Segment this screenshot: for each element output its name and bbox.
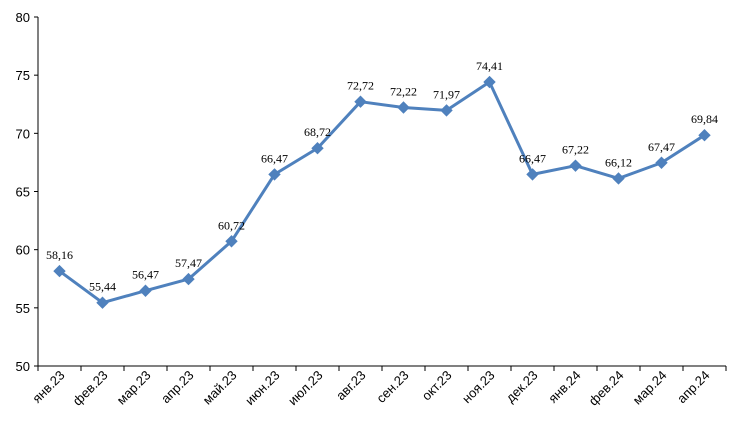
x-tick-label: ноя.23 (459, 368, 498, 407)
y-tick-label: 65 (16, 185, 30, 200)
data-label: 58,16 (46, 248, 73, 262)
data-label: 72,22 (390, 85, 417, 99)
series-group (53, 75, 711, 309)
series-line (58, 80, 706, 305)
data-point-marker (182, 272, 195, 286)
data-point-marker (655, 156, 668, 169)
data-point-marker (526, 168, 539, 181)
data-label: 67,22 (562, 143, 589, 157)
y-tick-label: 75 (16, 68, 30, 83)
x-tick-label: сен.23 (373, 368, 411, 406)
data-point-marker (354, 95, 367, 108)
x-tick-label: янв.24 (545, 368, 583, 406)
data-point-marker (225, 235, 238, 248)
data-point-marker (612, 172, 625, 185)
data-label: 57,47 (175, 256, 202, 270)
y-axis-ticks: 50 55 60 65 70 75 80 (16, 10, 38, 374)
x-tick-label: авг.23 (333, 368, 369, 404)
data-point-marker (268, 168, 281, 181)
data-point-marker (698, 128, 711, 142)
x-tick-label: апр.23 (158, 368, 197, 407)
data-point-marker (483, 75, 496, 89)
data-point-marker (440, 104, 453, 117)
y-tick-label: 80 (16, 10, 30, 25)
data-point-marker (569, 159, 582, 172)
y-tick-label: 70 (16, 126, 30, 141)
x-tick-label: окт.23 (419, 368, 455, 404)
data-label: 66,47 (261, 151, 288, 165)
data-label: 66,12 (605, 155, 632, 169)
y-tick-label: 50 (16, 359, 30, 374)
x-tick-label: фев.24 (586, 368, 627, 409)
data-point-marker (139, 284, 152, 297)
x-tick-label: дек.23 (503, 368, 541, 406)
data-label: 69,84 (691, 112, 718, 126)
data-point-marker (53, 264, 66, 278)
x-tick-label: янв.23 (29, 368, 67, 406)
data-label: 74,41 (476, 59, 503, 73)
data-label: 55,44 (89, 280, 116, 294)
y-tick-label: 60 (16, 243, 30, 258)
data-label: 67,47 (648, 140, 675, 154)
data-point-marker (311, 142, 324, 155)
data-label: 66,47 (519, 151, 546, 165)
data-label: 72,72 (347, 79, 374, 93)
x-tick-label: апр.24 (674, 368, 713, 407)
data-point-marker (397, 101, 410, 114)
x-tick-label: мар.23 (114, 368, 154, 408)
x-tick-label: июл.23 (285, 368, 326, 409)
chart-axes (37, 17, 726, 367)
x-tick-label: июн.23 (242, 368, 282, 408)
data-label: 60,72 (218, 218, 245, 232)
x-tick-label: май.23 (200, 368, 240, 408)
x-axis-ticks: янв.23 фев.23 мар.23 апр.23 май.23 июн.23 июл.… (29, 366, 727, 409)
data-label: 56,47 (132, 268, 159, 282)
data-label: 71,97 (433, 87, 460, 101)
x-tick-label: фев.23 (70, 368, 111, 409)
y-tick-label: 55 (16, 301, 30, 316)
data-labels-group: 58,16 55,44 56,47 57,47 60,72 66,47 68,72 72,72… (46, 59, 718, 294)
data-point-marker (96, 296, 109, 309)
data-label: 68,72 (304, 125, 331, 139)
x-tick-label: мар.24 (630, 368, 670, 408)
